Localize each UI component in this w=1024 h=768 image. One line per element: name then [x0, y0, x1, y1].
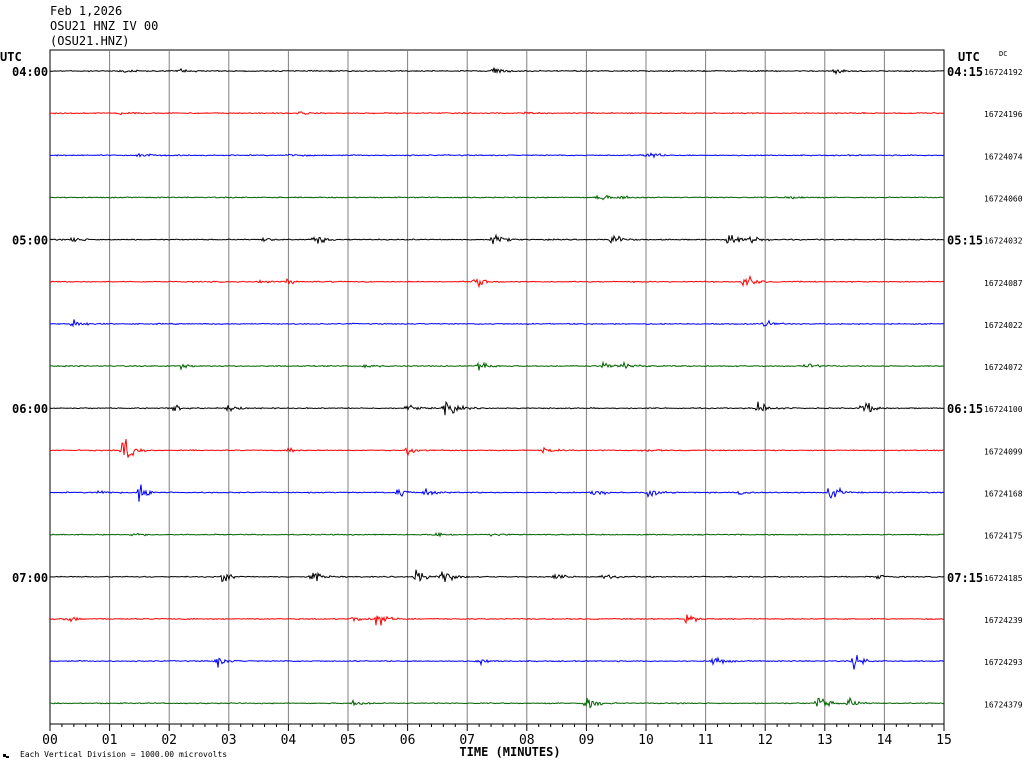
- grid-lines: [49, 49, 945, 725]
- row-time-left: 05:00: [12, 234, 48, 248]
- x-tick-label: 11: [698, 733, 714, 748]
- station-label: OSU21 HNZ IV 00: [50, 19, 159, 33]
- x-tick-label: 04: [281, 733, 297, 748]
- utc-left-label: UTC: [0, 50, 22, 64]
- trace-line: [50, 696, 945, 709]
- x-axis-title: TIME (MINUTES): [459, 745, 560, 759]
- row-count-label: 16724032: [984, 237, 1023, 246]
- trace-line: [49, 569, 945, 583]
- plot-frame: [49, 49, 945, 725]
- x-tick-label: 12: [757, 733, 773, 748]
- x-tick-label: 08: [519, 733, 535, 748]
- row-count-label: 16724192: [984, 68, 1023, 77]
- row-count-label: 16724087: [984, 279, 1023, 288]
- trace-line: [49, 233, 945, 245]
- trace-line: [49, 67, 945, 76]
- trace-line: [50, 439, 945, 458]
- trace-line: [49, 531, 945, 538]
- row-time-right: 07:15: [947, 571, 983, 585]
- row-count-label: 16724239: [984, 616, 1023, 625]
- scale-note: Each Vertical Division = 1000.00 microvo…: [20, 750, 227, 759]
- x-tick-label: 07: [459, 733, 475, 748]
- row-time-right: 05:15: [947, 234, 983, 248]
- channel-label: (OSU21.HNZ): [50, 34, 130, 48]
- dc-label: DC: [999, 50, 1007, 58]
- row-time-right: 04:15: [947, 65, 983, 79]
- x-tick-label: 09: [579, 733, 595, 748]
- x-axis: 00 01 02 03 04 05 06 07 08 09 10 11 12 13 14 15: [42, 724, 952, 748]
- row-time-left: 07:00: [12, 571, 48, 585]
- row-count-label: 16724100: [984, 405, 1023, 414]
- x-tick-label: 02: [161, 733, 177, 748]
- trace-line: [49, 655, 945, 670]
- row-time-left: 04:00: [12, 65, 48, 79]
- row-count-label: 16724022: [984, 321, 1023, 330]
- row-time-right: 06:15: [947, 402, 983, 416]
- row-count-label: 16724175: [984, 532, 1023, 541]
- row-count-label: 16724060: [984, 194, 1023, 203]
- trace-line: [49, 152, 945, 159]
- row-time-left: 06:00: [12, 402, 48, 416]
- trace-line: [49, 360, 945, 371]
- row-count-label: 16724168: [984, 490, 1023, 499]
- x-tick-label: 13: [817, 733, 833, 748]
- row-count-label: 16724293: [984, 658, 1023, 667]
- x-tick-label: 10: [638, 733, 654, 748]
- x-tick-label: 15: [936, 733, 952, 748]
- x-tick-label: 01: [102, 733, 118, 748]
- x-tick-label: 03: [221, 733, 237, 748]
- trace-line: [49, 400, 945, 416]
- trace-line: [49, 484, 945, 502]
- x-tick-label: 14: [877, 733, 893, 748]
- mini-logo: [3, 754, 9, 758]
- trace-line: [50, 274, 945, 289]
- row-count-label: 16724074: [984, 152, 1023, 161]
- x-tick-label: 05: [340, 733, 356, 748]
- row-count-label: 16724099: [984, 447, 1023, 456]
- traces: [49, 67, 945, 709]
- trace-line: [49, 614, 945, 626]
- row-count-label: 16724072: [984, 363, 1023, 372]
- row-labels: 04:00 04:15 16724192 16724196 16724074 167240…: [12, 65, 1023, 709]
- row-count-label: 16724196: [984, 110, 1023, 119]
- utc-right-label: UTC: [958, 50, 980, 64]
- x-tick-label: 06: [400, 733, 416, 748]
- trace-line: [49, 319, 944, 328]
- plot-date: Feb 1,2026: [50, 4, 123, 18]
- x-tick-label: 00: [42, 733, 58, 748]
- row-count-label: 16724379: [984, 700, 1023, 709]
- trace-line: [49, 111, 945, 116]
- row-count-label: 16724185: [984, 574, 1023, 583]
- trace-line: [49, 194, 945, 201]
